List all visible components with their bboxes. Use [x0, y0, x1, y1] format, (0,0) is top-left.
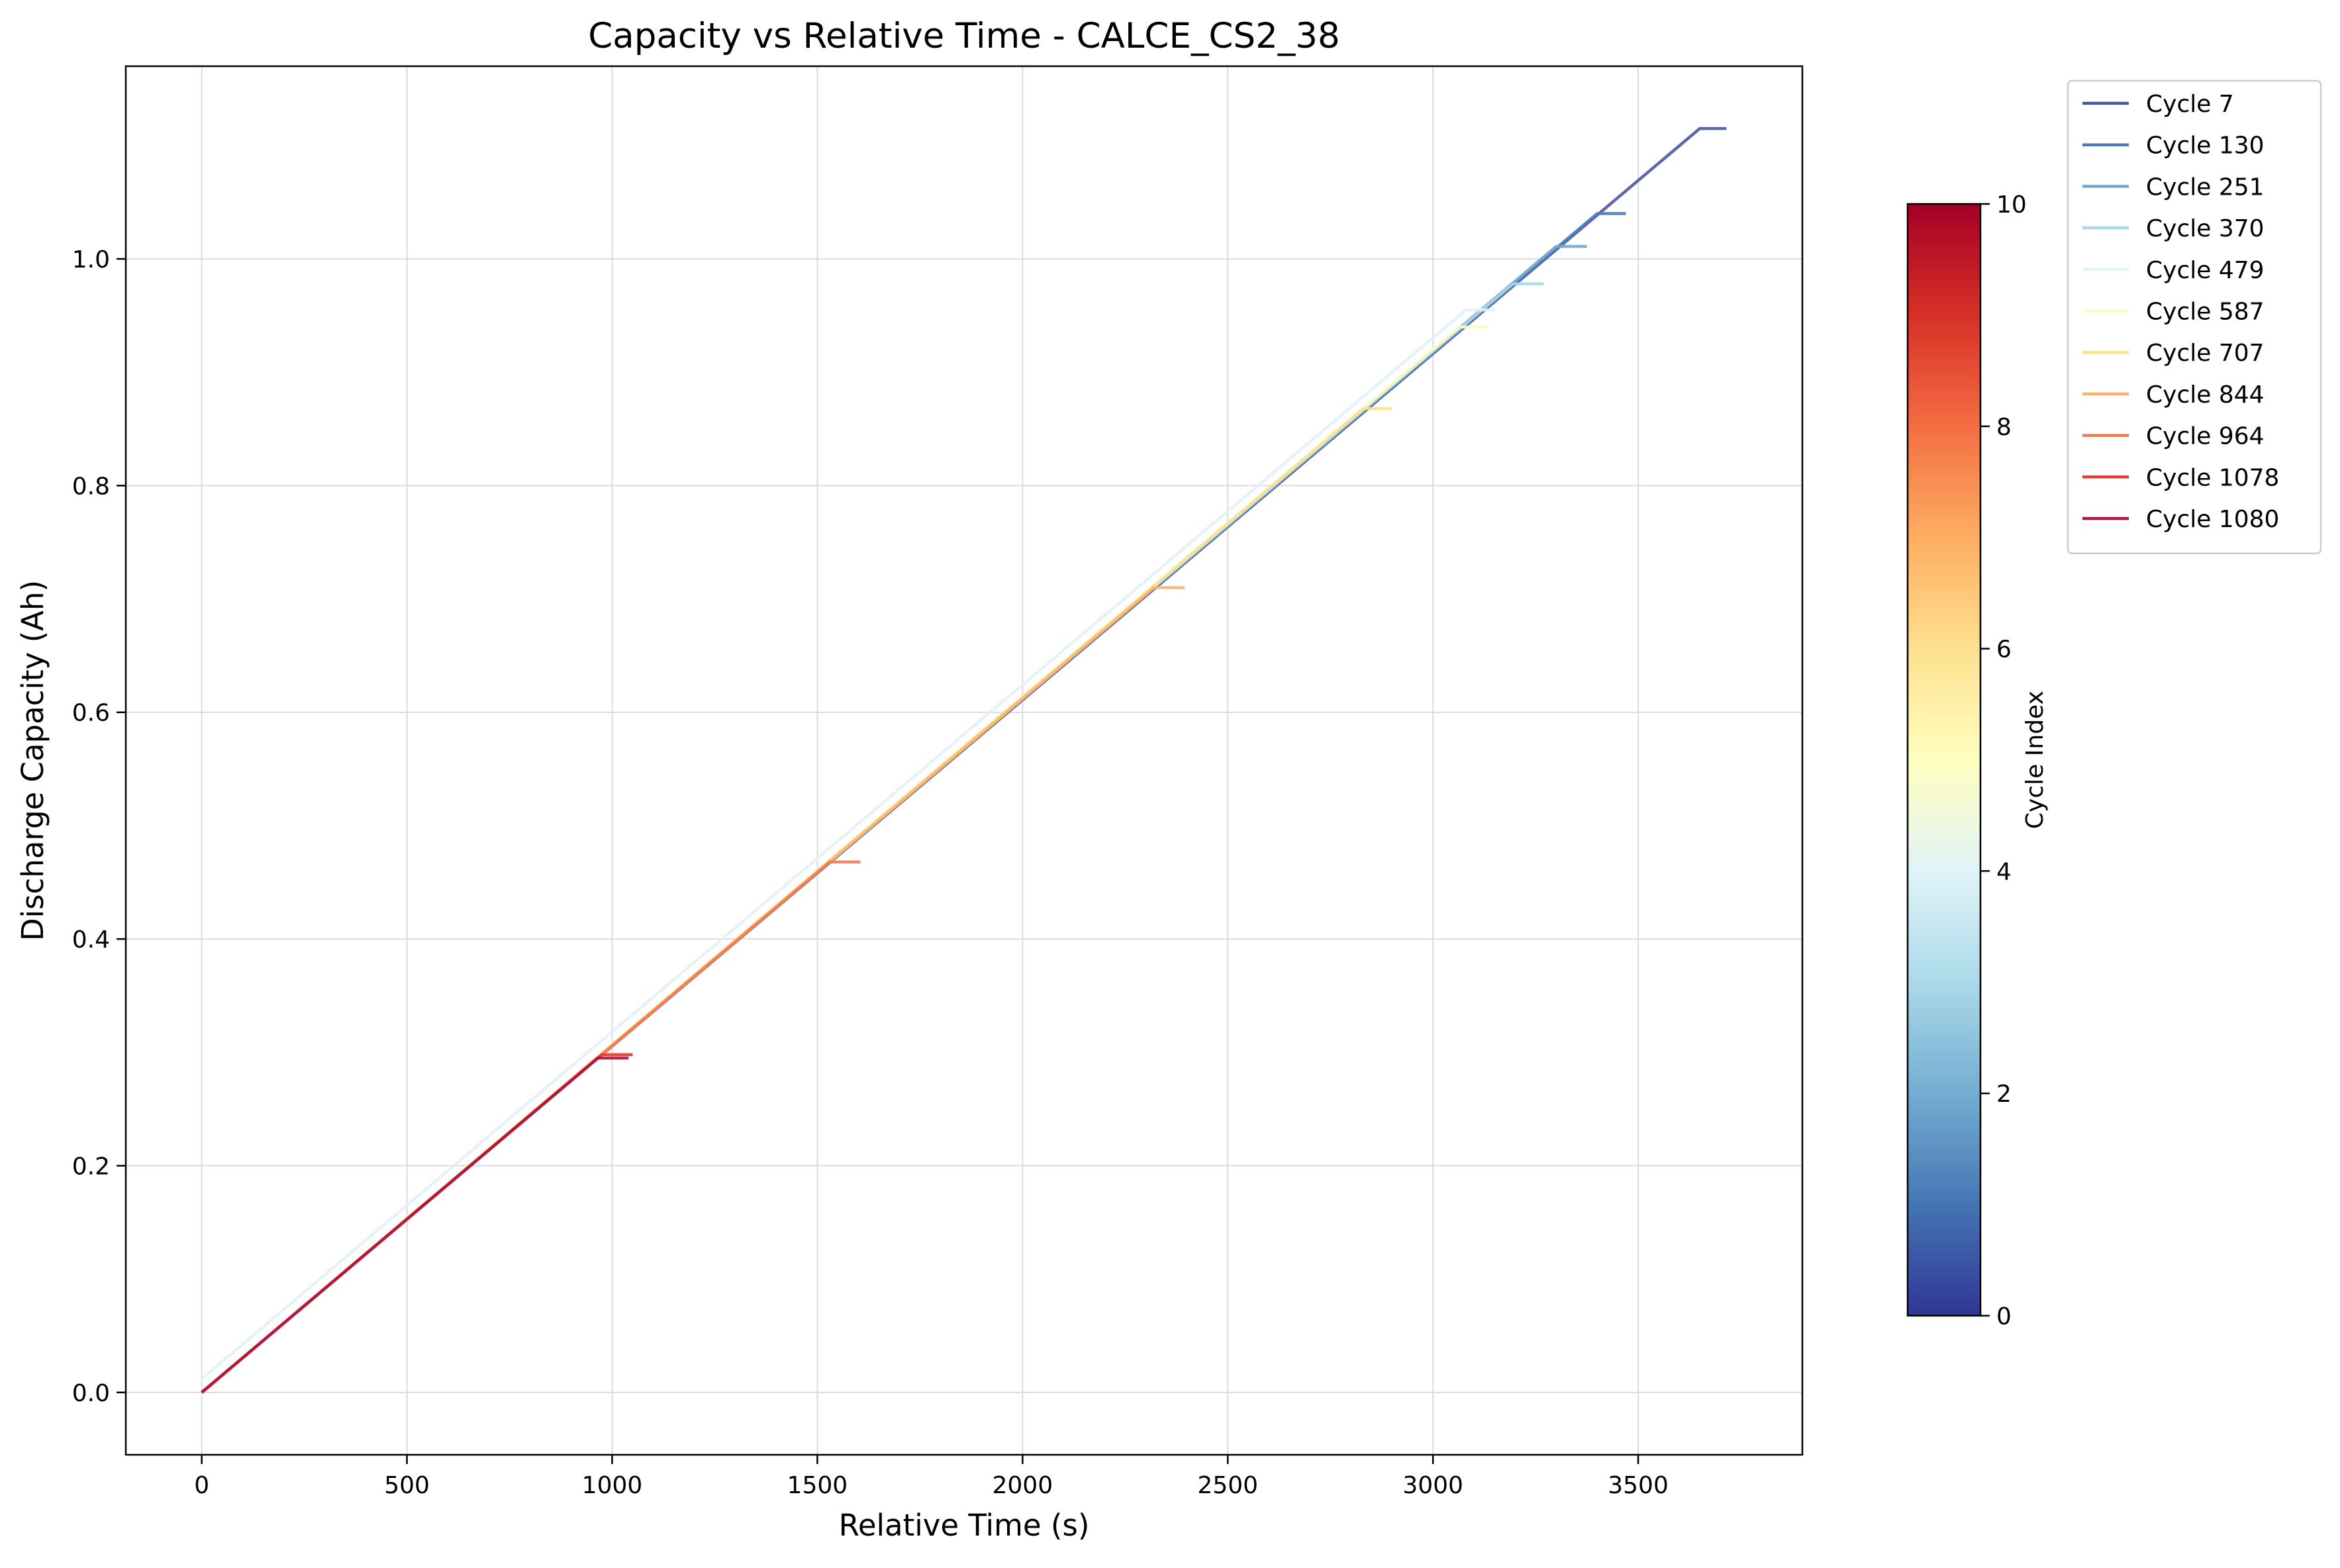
- colorbar-tick-label: 6: [1996, 636, 2012, 663]
- colorbar-tick-label: 8: [1996, 414, 2012, 441]
- plot-frame: [124, 65, 1804, 1456]
- x-tick-label: 2000: [993, 1472, 1053, 1499]
- legend-label: Cycle 370: [2146, 215, 2265, 242]
- legend-label: Cycle 479: [2146, 257, 2265, 284]
- x-axis-label: Relative Time (s): [839, 1508, 1090, 1543]
- series-line: [201, 126, 1727, 1394]
- series-line: [201, 1053, 633, 1394]
- series-line: [201, 212, 1626, 1394]
- x-tick-label: 1500: [787, 1472, 848, 1499]
- y-tick-label: 0.0: [72, 1380, 110, 1407]
- series-line: [201, 325, 1488, 1394]
- series-line: [201, 586, 1185, 1394]
- series-line: [201, 282, 1544, 1394]
- grid-lines: [126, 66, 1802, 1455]
- series-line: [201, 407, 1392, 1394]
- series-line: [201, 244, 1587, 1394]
- x-tick-label: 1000: [582, 1472, 643, 1499]
- legend-label: Cycle 7: [2146, 91, 2234, 118]
- x-tick-label: 3000: [1402, 1472, 1463, 1499]
- y-tick-label: 0.4: [72, 926, 110, 954]
- legend-label: Cycle 707: [2146, 340, 2265, 367]
- series-lines: [201, 126, 1727, 1394]
- legend-label: Cycle 130: [2146, 132, 2265, 160]
- colorbar-tick-label: 2: [1996, 1081, 2012, 1108]
- legend: Cycle 7 Cycle 130 Cycle 251 Cycle 370 Cycle …: [2067, 79, 2322, 554]
- series-line: [201, 860, 861, 1394]
- legend-label: Cycle 844: [2146, 381, 2265, 409]
- chart-title: Capacity vs Relative Time - CALCE_CS2_38: [588, 16, 1340, 56]
- legend-label: Cycle 251: [2146, 173, 2265, 201]
- legend-box: [2067, 79, 2322, 554]
- series-line: [201, 1056, 629, 1394]
- colorbar-gradient: [1906, 203, 1982, 1317]
- y-axis-label: Discharge Capacity (Ah): [15, 580, 50, 941]
- x-tick-label: 2500: [1197, 1472, 1258, 1499]
- series-line: [201, 308, 1495, 1381]
- x-tick-label: 500: [384, 1472, 430, 1499]
- colorbar-tick-label: 4: [1996, 858, 2012, 885]
- legend-label: Cycle 1078: [2146, 464, 2279, 491]
- y-tick-label: 0.2: [72, 1153, 110, 1180]
- axis-ticks: 0 500 1000 1500 2000 2500 3000 3500 0.0 0.2 0.4 0.6…: [72, 246, 1669, 1499]
- colorbar-label: Cycle Index: [2022, 691, 2049, 829]
- y-tick-label: 0.8: [72, 473, 110, 500]
- legend-label: Cycle 964: [2146, 423, 2265, 450]
- colorbar-tick-label: 0: [1996, 1303, 2012, 1330]
- legend-label: Cycle 1080: [2146, 506, 2279, 533]
- y-tick-label: 0.6: [72, 700, 110, 727]
- colorbar-tick-label: 10: [1996, 191, 2027, 219]
- x-tick-label: 3500: [1608, 1472, 1669, 1499]
- legend-label: Cycle 587: [2146, 299, 2265, 326]
- x-tick-label: 0: [194, 1472, 209, 1499]
- y-tick-label: 1.0: [72, 246, 110, 273]
- colorbar: 0 2 4 6 8 10: [1906, 191, 2027, 1330]
